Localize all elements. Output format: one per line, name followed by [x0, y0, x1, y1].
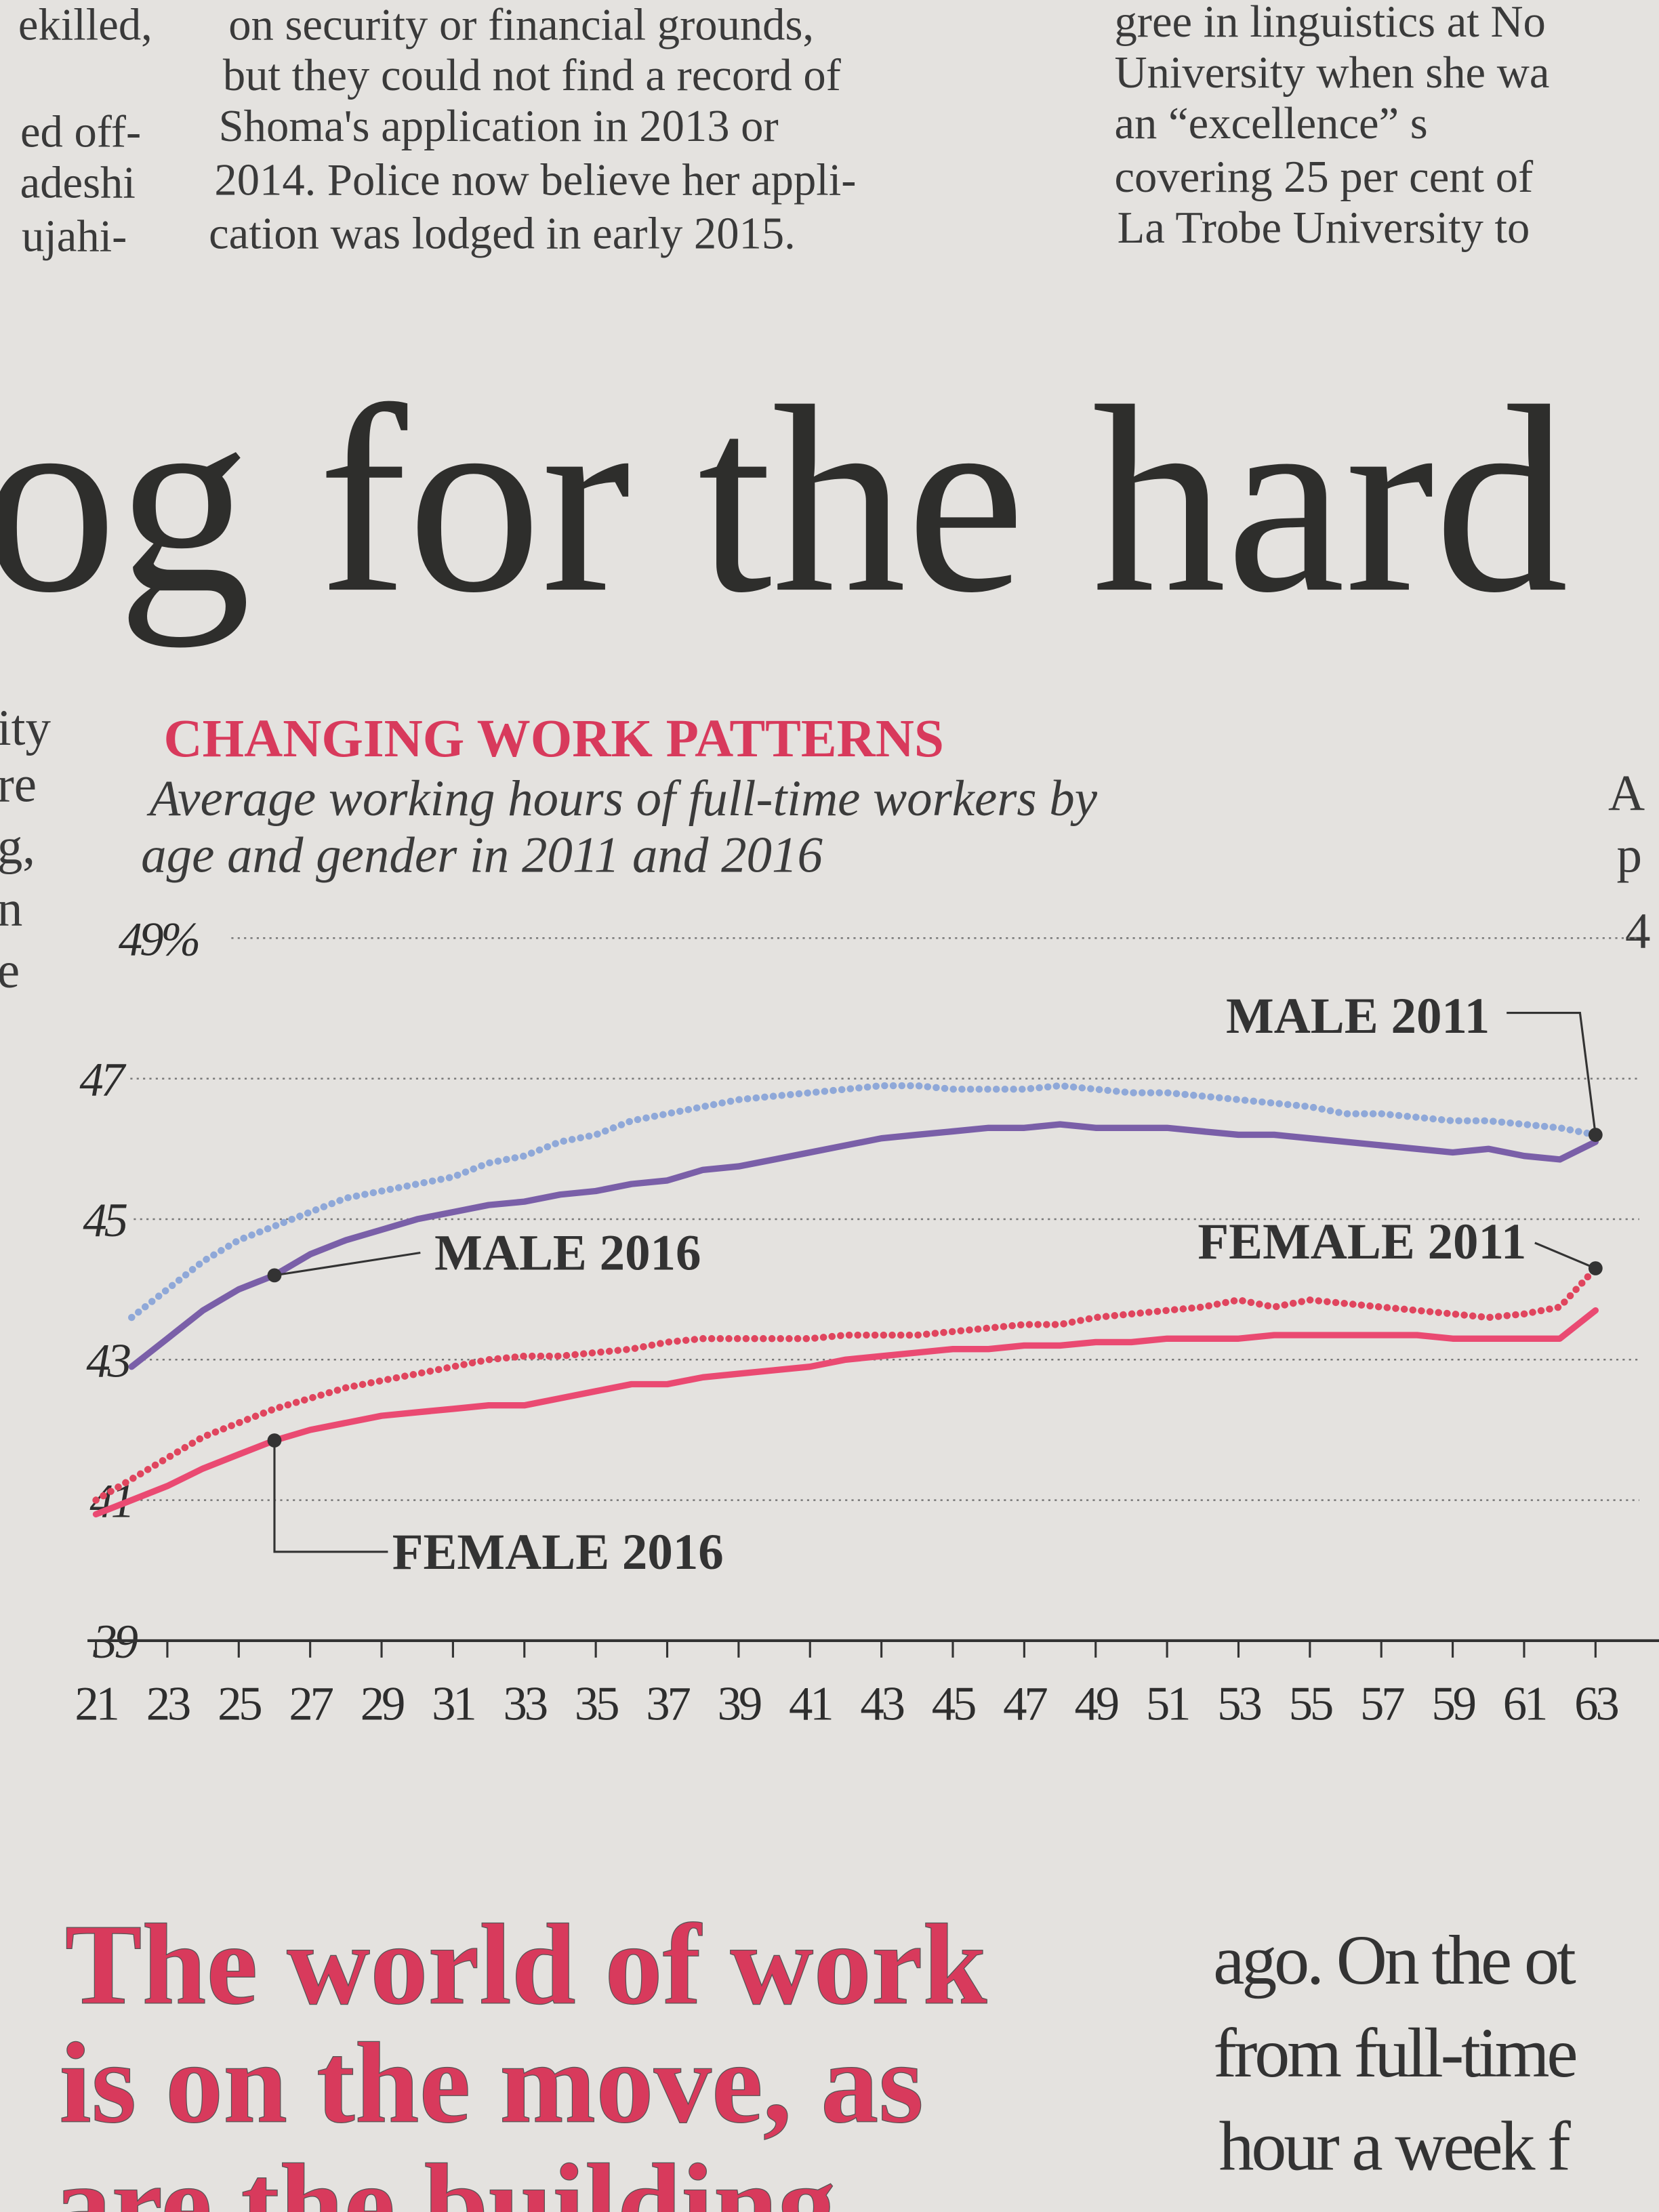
x-tick-label: 43 — [860, 1678, 903, 1731]
column-text: ekilled, — [18, 0, 152, 49]
x-tick-label: 61 — [1503, 1678, 1546, 1731]
column-text: but they could not find a record of — [223, 51, 842, 100]
column-text: on security or financial grounds, — [228, 0, 814, 49]
chart-subtitle: Average working hours of full-time worke… — [146, 771, 1098, 827]
callout-dot — [267, 1268, 282, 1283]
x-tick-label: 23 — [146, 1678, 190, 1731]
callout-line — [273, 1440, 388, 1553]
series-line — [128, 1121, 1599, 1370]
margin-text: 4 — [1625, 903, 1650, 960]
column-text: an “excellence” s — [1114, 99, 1427, 148]
series-label: FEMALE 2011 — [1197, 1214, 1526, 1270]
x-tick-label: 27 — [289, 1678, 333, 1731]
column-text: University when she wa — [1114, 48, 1549, 98]
x-tick-label: 63 — [1574, 1678, 1618, 1731]
column-text: 2014. Police now believe her appli- — [214, 155, 856, 205]
article-headline: The world of work — [65, 1900, 987, 2028]
callout-dot — [267, 1433, 282, 1448]
column-text: ujahi- — [22, 212, 127, 262]
x-tick-label: 45 — [932, 1678, 975, 1731]
x-tick-label: 37 — [646, 1678, 690, 1731]
column-text: Shoma's application in 2013 or — [219, 102, 779, 151]
y-tick-label: 43 — [86, 1334, 129, 1387]
series-line — [128, 1082, 1599, 1322]
x-tick-label: 31 — [432, 1678, 474, 1731]
x-tick-label: 53 — [1217, 1678, 1261, 1731]
body-text: ago. On the ot — [1213, 1921, 1576, 1999]
x-tick-label: 35 — [575, 1678, 618, 1731]
y-tick-label: 45 — [83, 1194, 127, 1247]
x-tick-label: 29 — [361, 1678, 404, 1731]
series-line — [92, 1265, 1599, 1504]
y-tick-label: 49% — [119, 913, 198, 966]
margin-text: ity — [0, 700, 51, 756]
margin-text: e — [0, 943, 20, 999]
column-text: adeshi — [20, 158, 136, 207]
body-text: hour a week f — [1219, 2107, 1572, 2186]
chart-title: CHANGING WORK PATTERNS — [163, 710, 943, 769]
x-tick-label: 47 — [1003, 1678, 1047, 1731]
chart-subtitle: age and gender in 2011 and 2016 — [141, 827, 823, 883]
x-tick-label: 25 — [218, 1678, 261, 1731]
article-headline: is on the move, as — [59, 2019, 923, 2147]
column-text: covering 25 per cent of — [1114, 152, 1534, 202]
callout-line — [274, 1251, 421, 1277]
body-text: from full-time — [1213, 2013, 1576, 2092]
callout-dot — [1588, 1261, 1603, 1275]
x-tick-label: 51 — [1146, 1678, 1189, 1731]
article-headline: are the building — [54, 2140, 836, 2212]
callout-line — [1507, 1012, 1597, 1135]
column-text: ed off- — [20, 107, 141, 157]
x-tick-label: 49 — [1075, 1678, 1118, 1731]
margin-text: n — [0, 881, 22, 937]
series-line — [92, 1307, 1599, 1518]
series-label: MALE 2011 — [1226, 988, 1490, 1044]
column-text: cation was lodged in early 2015. — [209, 209, 796, 258]
x-tick-label: 33 — [504, 1678, 547, 1731]
column-text: gree in linguistics at No — [1114, 0, 1545, 47]
y-tick-label: 47 — [79, 1054, 126, 1107]
headline: og for the hard — [0, 351, 1568, 649]
x-tick-label: 41 — [789, 1678, 832, 1731]
margin-text: g, — [0, 819, 35, 875]
callout-dot — [1588, 1128, 1603, 1142]
x-tick-label: 55 — [1289, 1678, 1332, 1731]
x-tick-label: 21 — [75, 1678, 117, 1731]
margin-text: A — [1608, 765, 1645, 821]
series-label: MALE 2016 — [434, 1225, 701, 1281]
x-tick-label: 57 — [1360, 1678, 1404, 1731]
margin-text: p — [1617, 827, 1642, 883]
x-tick-label: 59 — [1431, 1678, 1475, 1731]
margin-text: re — [0, 756, 37, 813]
column-text: La Trobe University to — [1118, 203, 1530, 253]
series-label: FEMALE 2016 — [392, 1524, 724, 1580]
callout-line — [1534, 1242, 1596, 1269]
x-tick-label: 39 — [718, 1678, 761, 1731]
